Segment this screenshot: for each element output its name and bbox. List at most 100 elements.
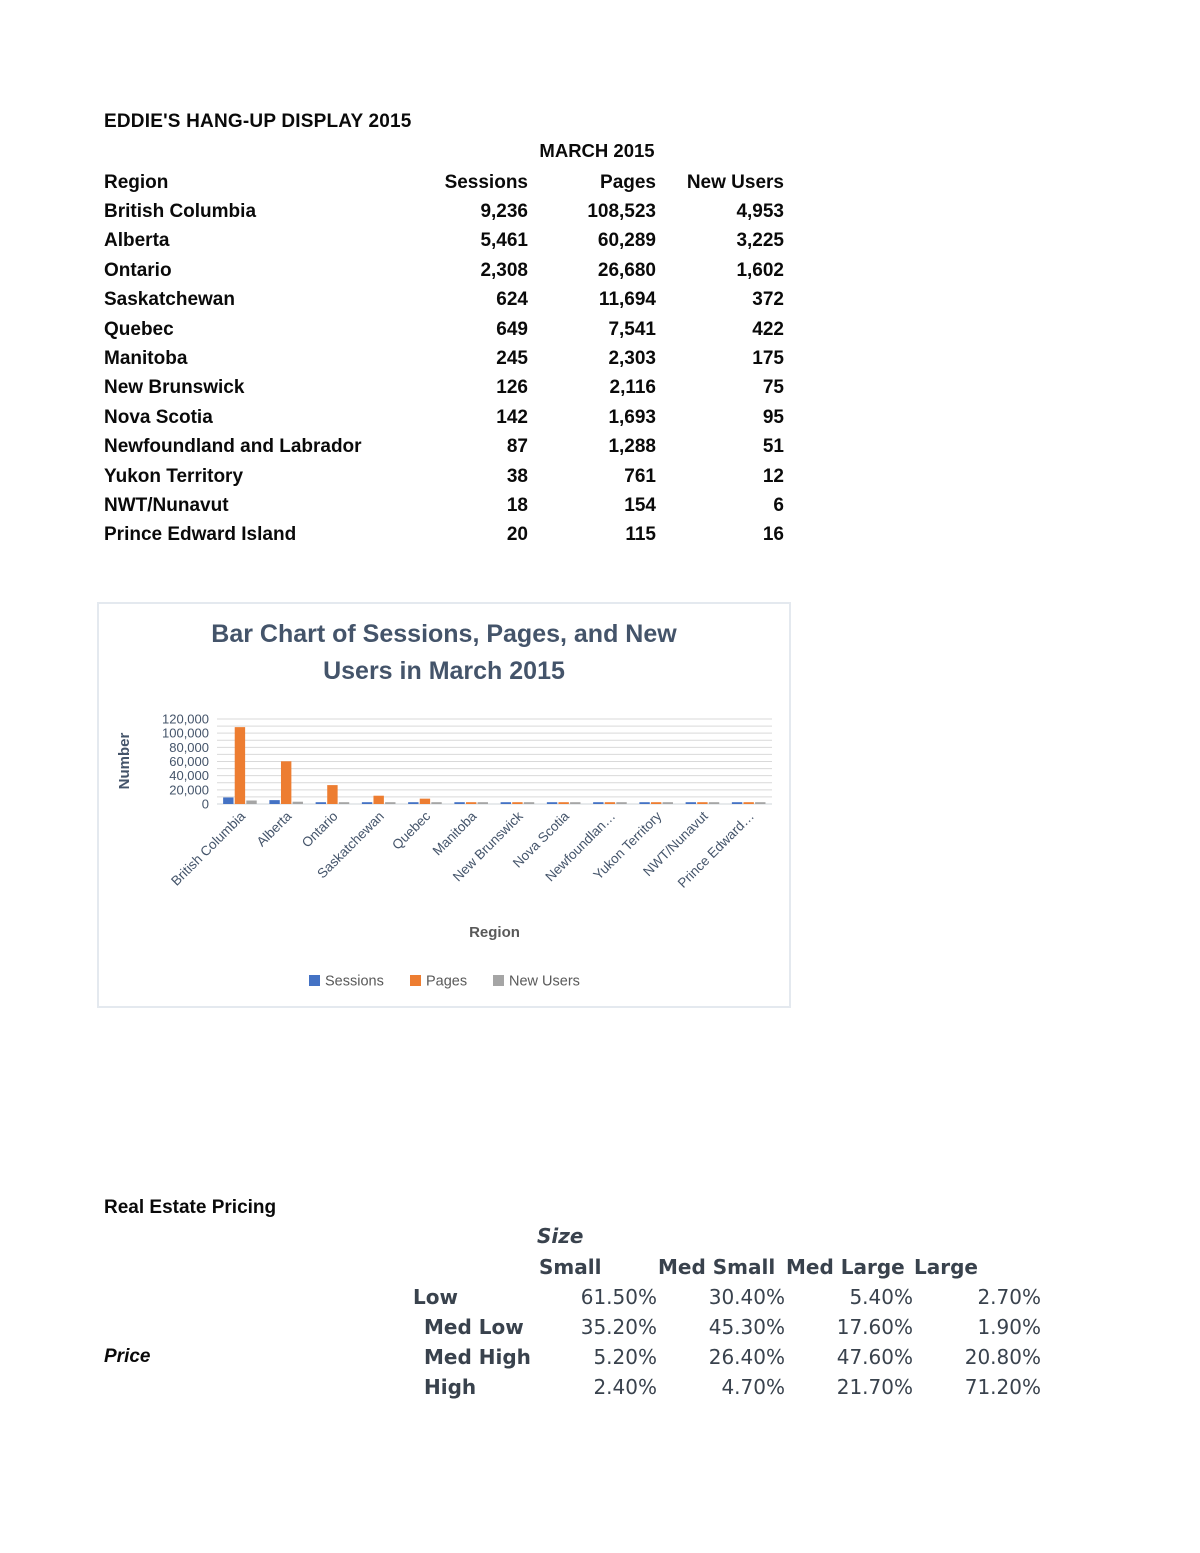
table-row: Newfoundland and Labrador 87 1,288 51 [104, 433, 784, 462]
y-tick-label: 60,000 [169, 754, 209, 769]
sessions-cell: 624 [496, 289, 528, 311]
pages-cell: 1,288 [608, 436, 656, 458]
pricing-value-cell: 21.70% [836, 1375, 913, 1399]
table-row: Saskatchewan 624 11,694 372 [104, 286, 784, 315]
sessions-cell: 2,308 [480, 259, 528, 281]
bar-chart: Bar Chart of Sessions, Pages, and New Us… [97, 602, 791, 1008]
new-users-cell: 1,602 [736, 259, 784, 281]
pricing-value-cell: 30.40% [708, 1285, 785, 1309]
new-users-cell: 372 [752, 289, 784, 311]
bar-pages [465, 802, 477, 804]
header-pages: Pages [600, 171, 656, 193]
bar-new-users [708, 802, 720, 804]
pricing-value-cell: 61.50% [580, 1285, 657, 1309]
sessions-table: Region Sessions Pages New Users British … [104, 168, 784, 550]
bar-pages [743, 802, 754, 804]
pages-cell: 761 [624, 465, 656, 487]
chart-title: Bar Chart of Sessions, Pages, and New Us… [99, 616, 789, 690]
pricing-title: Real Estate Pricing [104, 1197, 277, 1218]
pricing-value-cell: 1.90% [977, 1315, 1041, 1339]
pricing-value-cell: 5.40% [849, 1285, 913, 1309]
document-title: EDDIE'S HANG-UP DISPLAY 2015 [104, 111, 412, 132]
new-users-cell: 95 [762, 406, 784, 428]
legend-swatch-new-users [493, 975, 504, 986]
region-cell: Nova Scotia [104, 406, 213, 428]
sessions-table-header-row: Region Sessions Pages New Users [104, 168, 784, 197]
legend-label-new-users: New Users [509, 974, 580, 990]
period-label: MARCH 2015 [539, 140, 655, 161]
new-users-cell: 3,225 [736, 230, 784, 252]
chart-title-line-1: Bar Chart of Sessions, Pages, and New [211, 620, 677, 648]
y-tick-label: 120,000 [162, 712, 209, 727]
bar-new-users [755, 802, 766, 804]
pricing-value-cell: 45.30% [708, 1315, 785, 1339]
sessions-cell: 18 [506, 494, 528, 516]
sessions-cell: 142 [496, 406, 528, 428]
new-users-cell: 75 [762, 377, 784, 399]
table-row: NWT/Nunavut 18 154 6 [104, 491, 784, 520]
x-tick-label: British Columbia [168, 808, 248, 888]
sessions-cell: 649 [496, 318, 528, 340]
pricing-value-cell: 2.70% [977, 1285, 1041, 1309]
pricing-value-cell: 5.20% [593, 1345, 657, 1369]
region-cell: Manitoba [104, 348, 188, 370]
legend-swatch-sessions [309, 975, 320, 986]
y-tick-label: 40,000 [169, 768, 209, 783]
bar-sessions [408, 802, 419, 804]
header-large: Large [914, 1255, 978, 1279]
table-row: Nova Scotia 142 1,693 95 [104, 403, 784, 432]
bar-sessions [685, 802, 697, 804]
table-row: Quebec 649 7,541 422 [104, 315, 784, 344]
region-cell: Quebec [104, 318, 174, 340]
region-cell: Prince Edward Island [104, 524, 297, 546]
bar-pages [419, 798, 431, 804]
region-cell: New Brunswick [104, 377, 245, 399]
pages-cell: 60,289 [597, 230, 656, 252]
bar-pages [327, 785, 338, 804]
region-cell: Alberta [104, 230, 170, 252]
table-row: Manitoba 245 2,303 175 [104, 344, 784, 373]
pricing-value-cell: 35.20% [580, 1315, 657, 1339]
pricing-value-cell: 2.40% [593, 1375, 657, 1399]
bar-pages [697, 802, 708, 804]
table-row: Yukon Territory 38 761 12 [104, 462, 784, 491]
bar-sessions [361, 802, 373, 804]
new-users-cell: 175 [752, 348, 784, 370]
pricing-row: Med High 5.20% 26.40% 47.60% 20.80% [400, 1342, 1042, 1372]
bar-sessions [546, 802, 558, 804]
bar-new-users [431, 802, 442, 804]
new-users-cell: 12 [762, 465, 784, 487]
bar-pages [234, 727, 246, 804]
table-row: Alberta 5,461 60,289 3,225 [104, 227, 784, 256]
pages-cell: 108,523 [587, 201, 656, 223]
new-users-cell: 422 [752, 318, 784, 340]
bar-new-users [292, 801, 303, 804]
y-axis-title: Number [116, 733, 133, 790]
pricing-value-cell: 47.60% [836, 1345, 913, 1369]
pricing-row: Low 61.50% 30.40% 5.40% 2.70% [400, 1282, 1042, 1312]
pricing-row-label: Med Low [424, 1315, 524, 1339]
header-sessions: Sessions [444, 171, 528, 193]
pricing-header-row: Small Med Small Med Large Large [400, 1252, 1042, 1282]
pricing-value-cell: 17.60% [836, 1315, 913, 1339]
pricing-value-cell: 4.70% [721, 1375, 785, 1399]
new-users-cell: 16 [762, 524, 784, 546]
table-row: New Brunswick 126 2,116 75 [104, 374, 784, 403]
sessions-cell: 87 [506, 436, 528, 458]
header-med-small: Med Small [658, 1255, 776, 1279]
new-users-cell: 51 [762, 436, 784, 458]
new-users-cell: 6 [773, 494, 784, 516]
bar-new-users [477, 802, 488, 804]
pricing-value-cell: 20.80% [964, 1345, 1041, 1369]
region-cell: Ontario [104, 259, 172, 281]
pages-cell: 1,693 [608, 406, 656, 428]
pages-cell: 26,680 [597, 259, 656, 281]
bar-sessions [315, 802, 327, 804]
pages-cell: 2,303 [608, 348, 656, 370]
x-axis-title: Region [469, 924, 520, 941]
table-row: British Columbia 9,236 108,523 4,953 [104, 197, 784, 226]
bar-pages [558, 802, 569, 804]
table-row: Ontario 2,308 26,680 1,602 [104, 256, 784, 285]
region-cell: Yukon Territory [104, 465, 244, 487]
